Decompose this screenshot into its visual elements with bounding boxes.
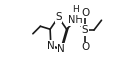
Text: O: O	[81, 42, 89, 52]
Text: O: O	[81, 8, 89, 18]
Text: NH: NH	[68, 15, 83, 25]
Text: N: N	[57, 44, 65, 54]
Text: S: S	[55, 12, 62, 22]
Text: S: S	[82, 25, 88, 35]
Text: N: N	[47, 41, 55, 51]
Text: H: H	[72, 5, 79, 14]
